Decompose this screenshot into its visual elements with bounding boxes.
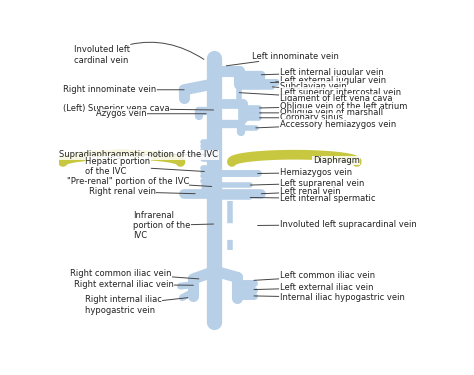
Text: Left external jugular vein: Left external jugular vein <box>271 76 386 85</box>
Text: Right common iliac vein: Right common iliac vein <box>70 268 199 279</box>
Text: Left common iliac vein: Left common iliac vein <box>254 272 375 280</box>
Text: Infrarenal
portion of the
IVC: Infrarenal portion of the IVC <box>133 211 213 240</box>
Text: Coronary sinus: Coronary sinus <box>259 113 343 122</box>
Text: Right innominate vein: Right innominate vein <box>63 85 184 94</box>
Text: Involuted left
cardinal vein: Involuted left cardinal vein <box>74 42 204 65</box>
Text: Right external iliac vein: Right external iliac vein <box>74 280 193 289</box>
Text: Left internal jugular vein: Left internal jugular vein <box>261 68 383 77</box>
Text: Right internal iliac
hypogastric vein: Right internal iliac hypogastric vein <box>85 295 188 315</box>
Text: Subclavian vein: Subclavian vein <box>276 82 346 91</box>
Text: Oblique vein of marshall: Oblique vein of marshall <box>259 108 383 117</box>
Text: (Left) Superior vena cava: (Left) Superior vena cava <box>63 104 213 113</box>
Text: Azygos vein: Azygos vein <box>96 109 206 118</box>
Text: Left internal spermatic: Left internal spermatic <box>250 194 375 203</box>
Text: Involuted left supracardinal vein: Involuted left supracardinal vein <box>258 220 417 229</box>
Text: Hemiazygos vein: Hemiazygos vein <box>258 168 352 177</box>
Text: Diaphragm: Diaphragm <box>313 156 360 165</box>
Text: Right renal vein: Right renal vein <box>89 187 195 196</box>
Text: "Pre-renal" portion of the IVC: "Pre-renal" portion of the IVC <box>66 177 212 186</box>
Text: Left suprarenal vein: Left suprarenal vein <box>250 178 364 188</box>
Text: Left innominate vein: Left innominate vein <box>227 52 339 66</box>
Text: Internal iliac hypogastric vein: Internal iliac hypogastric vein <box>254 293 404 302</box>
Text: Left renal vein: Left renal vein <box>261 187 340 196</box>
Text: Left superior intercostal vein: Left superior intercostal vein <box>272 87 401 97</box>
Text: Supradiaphragmatic potion of the IVC: Supradiaphragmatic potion of the IVC <box>59 150 218 159</box>
Text: Oblique vein of the left atrium: Oblique vein of the left atrium <box>259 102 407 111</box>
Text: Left external iliac vein: Left external iliac vein <box>254 283 373 292</box>
Text: Ligament of left vena cava: Ligament of left vena cava <box>239 93 392 103</box>
Text: Hepatic portion
of the IVC: Hepatic portion of the IVC <box>85 157 204 176</box>
Text: Accessory hemiazygos vein: Accessory hemiazygos vein <box>256 120 396 129</box>
